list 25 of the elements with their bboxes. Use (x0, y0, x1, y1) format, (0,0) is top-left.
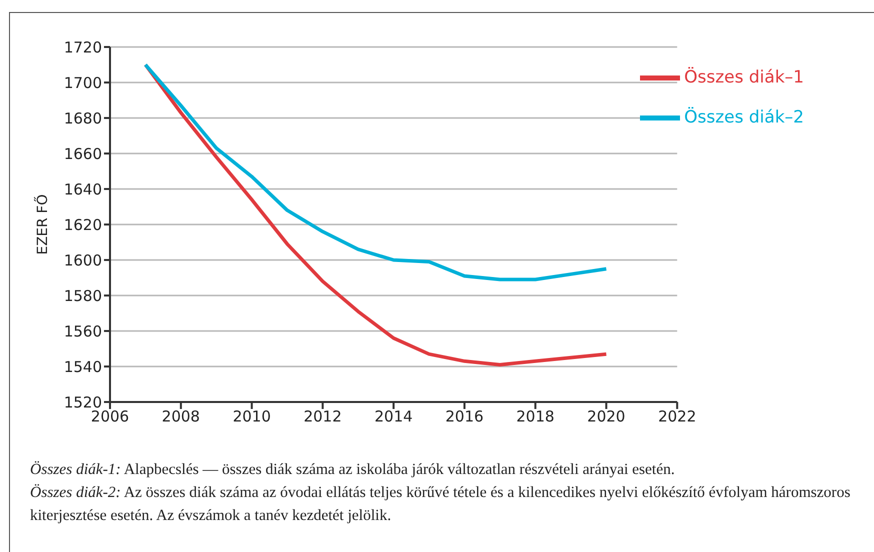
x-tick-label: 2010 (232, 408, 271, 426)
y-tick-label: 1720 (64, 38, 102, 56)
legend-label: Összes diák–1 (684, 68, 804, 88)
y-axis-title: EZER FŐ (34, 194, 51, 255)
legend-label: Összes diák–2 (684, 108, 804, 128)
y-tick-label: 1620 (64, 216, 102, 234)
y-tick-label: 1580 (64, 286, 102, 305)
x-tick-label: 2018 (516, 408, 554, 426)
y-tick-label: 1680 (64, 109, 102, 128)
line-series (144, 63, 608, 366)
text: Összes diák-1: Alapbecslés — összes diák száma az iskolába járók változatlan részvételi arányai esetén. (30, 460, 676, 480)
text: Összes diák-2: Az összes diák száma az óvodai ellátás teljes körűvé tétele és a kilencedikes nyelvi előkészítő évfolyam háromszoros kiterjesztése esetén. Az évszámok a tanév kezdetét jelölik. (30, 483, 852, 526)
line-series (144, 63, 608, 282)
x-tick-label: 2016 (445, 408, 484, 426)
x-tick-label: 2008 (162, 408, 200, 426)
x-tick-label: 2020 (587, 408, 626, 426)
x-tick-label: 2014 (374, 408, 413, 426)
x-tick-label: 2022 (658, 408, 696, 426)
y-tick-label: 1540 (64, 358, 102, 376)
x-tick-label: 2012 (304, 408, 342, 426)
y-tick-label: 1640 (64, 180, 102, 198)
y-tick-label: 1660 (64, 144, 102, 163)
y-tick-label: 1700 (64, 74, 102, 92)
y-tick-label: 1560 (64, 322, 102, 340)
y-tick-label: 1600 (64, 251, 102, 270)
